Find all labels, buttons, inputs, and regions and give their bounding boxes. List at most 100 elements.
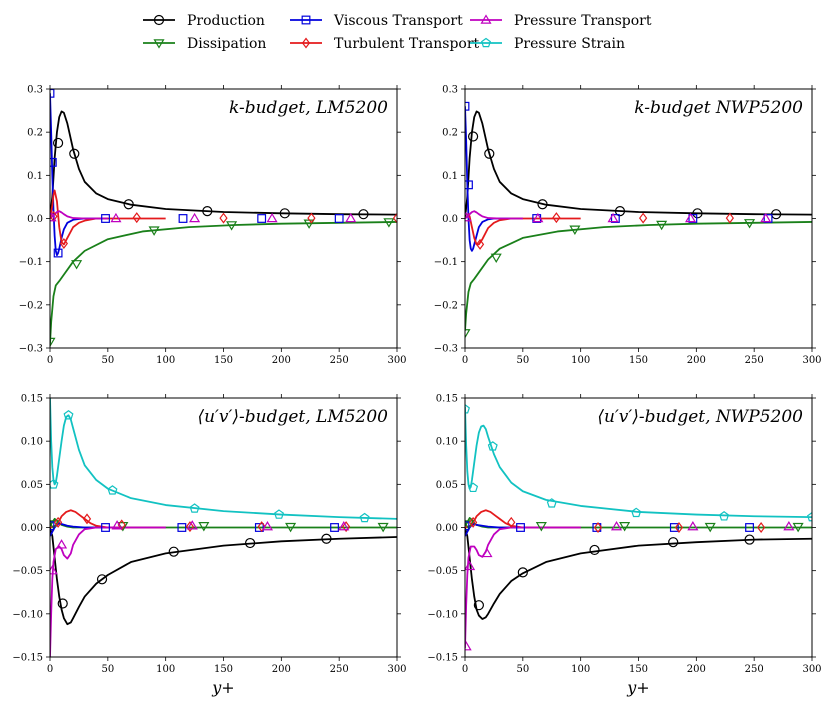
x-axis-label: y+ (211, 678, 234, 697)
data-point-pressure-strain (107, 485, 118, 495)
y-tick-label: 0.3 (442, 85, 458, 96)
y-tick-label: −0.10 (12, 609, 43, 620)
data-point-production (358, 209, 369, 220)
data-point-pressure-strain (719, 511, 730, 521)
data-point-production (668, 537, 679, 548)
x-tick-label: 150 (629, 664, 648, 675)
data-point-production (279, 208, 290, 219)
data-point-pressure-strain (50, 479, 59, 489)
x-tick-label: 100 (156, 355, 175, 366)
data-point-dissipation (377, 522, 389, 533)
data-point-viscous-transport (50, 157, 57, 167)
data-point-dissipation (465, 329, 471, 339)
data-point-dissipation (490, 253, 502, 264)
series-line-production (465, 527, 812, 620)
x-tick-label: 200 (687, 664, 706, 675)
y-tick-label: 0.0 (442, 214, 458, 225)
x-tick-label: 50 (516, 355, 529, 366)
panel-k-budget-nwp5200: 0 50 100 150 200 250 300 −0.3 −0.2 −0.1 0.0 0.1 0.2 0… (434, 85, 822, 367)
data-point-viscous-transport (516, 523, 525, 532)
data-point-viscous-transport (50, 89, 55, 98)
series-line-turbulent-transport (465, 213, 581, 246)
legend-marker-triangle-down-icon (153, 39, 165, 49)
data-point-viscous-transport (334, 214, 344, 223)
data-point-pressure-strain (546, 498, 557, 508)
series-line-pressure-transport (465, 526, 581, 649)
data-point-dissipation (285, 522, 297, 533)
series-line-production (50, 110, 397, 219)
data-point-dissipation (148, 226, 160, 236)
axes-frame (49, 88, 398, 349)
data-point-viscous-transport (688, 214, 698, 223)
data-point-pressure-strain (63, 410, 74, 420)
x-tick-label: 100 (571, 664, 590, 675)
panel-uv-budget-nwp5200: 0 50 100 150 200 250 300 −0.15 −0.10 −0.05 0.00 0.0… (427, 394, 821, 698)
data-point-pressure-transport (610, 520, 623, 531)
data-point-production (202, 206, 213, 217)
x-tick-label: 0 (462, 664, 468, 675)
y-tick-label: 0.15 (21, 394, 43, 405)
plot-area (465, 101, 812, 339)
data-point-pressure-transport (783, 520, 795, 531)
data-point-viscous-transport (101, 523, 110, 532)
series-line-pressure-strain (50, 398, 397, 520)
axes-frame (49, 397, 398, 658)
data-point-dissipation (465, 520, 475, 530)
data-point-turbulent-transport (392, 212, 397, 224)
series-line-pressure-transport (50, 526, 166, 657)
x-tick-label: 50 (516, 664, 529, 675)
data-point-viscous-transport (50, 521, 55, 531)
y-tick-label: −0.2 (19, 300, 43, 311)
data-point-pressure-transport (261, 520, 274, 531)
plot-area (50, 398, 397, 657)
data-point-pressure-strain (631, 507, 642, 518)
data-point-dissipation (569, 225, 581, 235)
data-point-viscous-transport (745, 523, 754, 532)
data-point-viscous-transport (178, 214, 188, 223)
x-tick-label: 50 (101, 355, 114, 366)
y-tick-label: −0.05 (12, 566, 43, 577)
data-point-production (321, 533, 332, 544)
y-tick-label: 0.10 (21, 437, 43, 448)
x-tick-label: 0 (462, 355, 468, 366)
data-point-viscous-transport (330, 523, 339, 532)
legend-marker-triangle-up-icon (480, 14, 492, 24)
data-point-pressure-strain (807, 511, 812, 522)
data-point-dissipation (50, 337, 56, 348)
data-point-pressure-strain (189, 503, 200, 513)
x-tick-label: 200 (687, 355, 706, 366)
data-point-turbulent-transport (475, 238, 485, 250)
data-point-turbulent-transport (257, 521, 266, 533)
data-point-viscous-transport (257, 214, 267, 223)
x-tick-label: 300 (387, 664, 406, 675)
data-point-viscous-transport (465, 521, 470, 531)
data-point-dissipation (743, 219, 756, 229)
y-tick-label: 0.00 (436, 523, 458, 534)
data-point-turbulent-transport (468, 516, 478, 528)
axes-frame (464, 397, 813, 658)
data-point-pressure-strain (465, 403, 470, 414)
data-point-production (57, 598, 68, 609)
y-tick-label: −0.3 (434, 344, 458, 355)
x-tick-label: 300 (387, 355, 406, 366)
data-point-pressure-transport (189, 212, 201, 223)
x-tick-label: 200 (272, 664, 291, 675)
data-point-viscous-transport (254, 523, 264, 532)
data-point-production (473, 600, 484, 611)
series-line-viscous-transport (465, 523, 581, 537)
data-point-production (589, 544, 600, 556)
data-point-turbulent-transport (53, 516, 63, 528)
legend-label: Dissipation (187, 36, 266, 52)
series-line-dissipation (50, 221, 397, 344)
data-point-viscous-transport (465, 180, 473, 190)
series-line-production (50, 527, 397, 626)
x-axis-label: y+ (626, 678, 649, 697)
data-point-pressure-transport (465, 560, 476, 571)
panel-title: k-budget, LM5200 (229, 98, 388, 118)
panel-title: k-budget NWP5200 (634, 98, 803, 118)
data-point-turbulent-transport (341, 521, 351, 533)
x-tick-label: 150 (214, 355, 233, 366)
data-point-viscous-transport (763, 214, 773, 223)
data-point-dissipation (619, 522, 631, 532)
y-tick-label: −0.2 (434, 300, 458, 311)
